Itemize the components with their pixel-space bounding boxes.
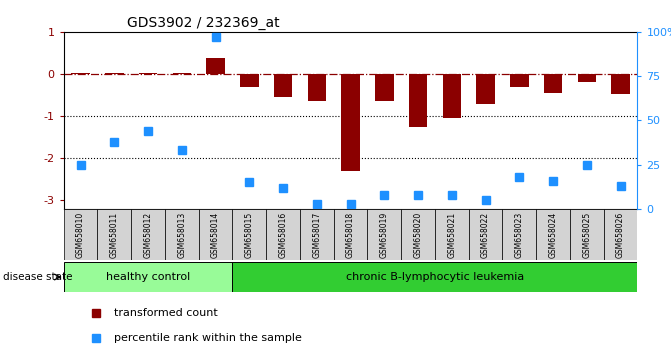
Bar [172,73,191,74]
Text: GSM658015: GSM658015 [245,211,254,258]
Bar [139,73,158,74]
Text: transformed count: transformed count [114,308,218,318]
Bar [71,73,90,74]
Bar [307,74,326,101]
Text: GSM658021: GSM658021 [448,211,456,258]
Text: GSM658013: GSM658013 [177,211,187,258]
FancyBboxPatch shape [165,209,199,260]
Text: GSM658022: GSM658022 [481,211,490,258]
Text: GSM658014: GSM658014 [211,211,220,258]
FancyBboxPatch shape [232,262,637,292]
Text: GDS3902 / 232369_at: GDS3902 / 232369_at [127,16,280,30]
FancyBboxPatch shape [266,209,300,260]
FancyBboxPatch shape [97,209,132,260]
FancyBboxPatch shape [503,209,536,260]
FancyBboxPatch shape [435,209,469,260]
Text: GSM658025: GSM658025 [582,211,591,258]
Text: chronic B-lymphocytic leukemia: chronic B-lymphocytic leukemia [346,272,524,282]
FancyBboxPatch shape [536,209,570,260]
Bar [611,74,630,94]
Bar [476,74,495,103]
FancyBboxPatch shape [64,209,97,260]
Text: GSM658024: GSM658024 [549,211,558,258]
Bar [578,74,596,81]
Bar [342,74,360,171]
Text: GSM658019: GSM658019 [380,211,389,258]
Text: GSM658012: GSM658012 [144,211,152,258]
FancyBboxPatch shape [469,209,503,260]
Text: GSM658010: GSM658010 [76,211,85,258]
Text: disease state: disease state [3,272,73,282]
Bar [206,58,225,74]
FancyBboxPatch shape [300,209,333,260]
Bar [544,74,562,93]
Text: GSM658016: GSM658016 [278,211,288,258]
FancyBboxPatch shape [64,262,232,292]
Bar [510,74,529,87]
Text: GSM658018: GSM658018 [346,211,355,258]
Bar [443,74,461,118]
Bar [375,74,394,101]
Bar [274,74,293,97]
FancyBboxPatch shape [132,209,165,260]
FancyBboxPatch shape [368,209,401,260]
Bar [240,74,258,87]
Text: percentile rank within the sample: percentile rank within the sample [114,333,302,343]
FancyBboxPatch shape [199,209,232,260]
Text: GSM658020: GSM658020 [413,211,423,258]
FancyBboxPatch shape [604,209,637,260]
Text: GSM658026: GSM658026 [616,211,625,258]
Text: healthy control: healthy control [106,272,191,282]
Text: GSM658017: GSM658017 [312,211,321,258]
Bar [409,74,427,127]
Text: GSM658023: GSM658023 [515,211,524,258]
FancyBboxPatch shape [401,209,435,260]
Bar [105,73,123,74]
FancyBboxPatch shape [570,209,604,260]
Text: GSM658011: GSM658011 [110,211,119,258]
FancyBboxPatch shape [232,209,266,260]
FancyBboxPatch shape [333,209,368,260]
